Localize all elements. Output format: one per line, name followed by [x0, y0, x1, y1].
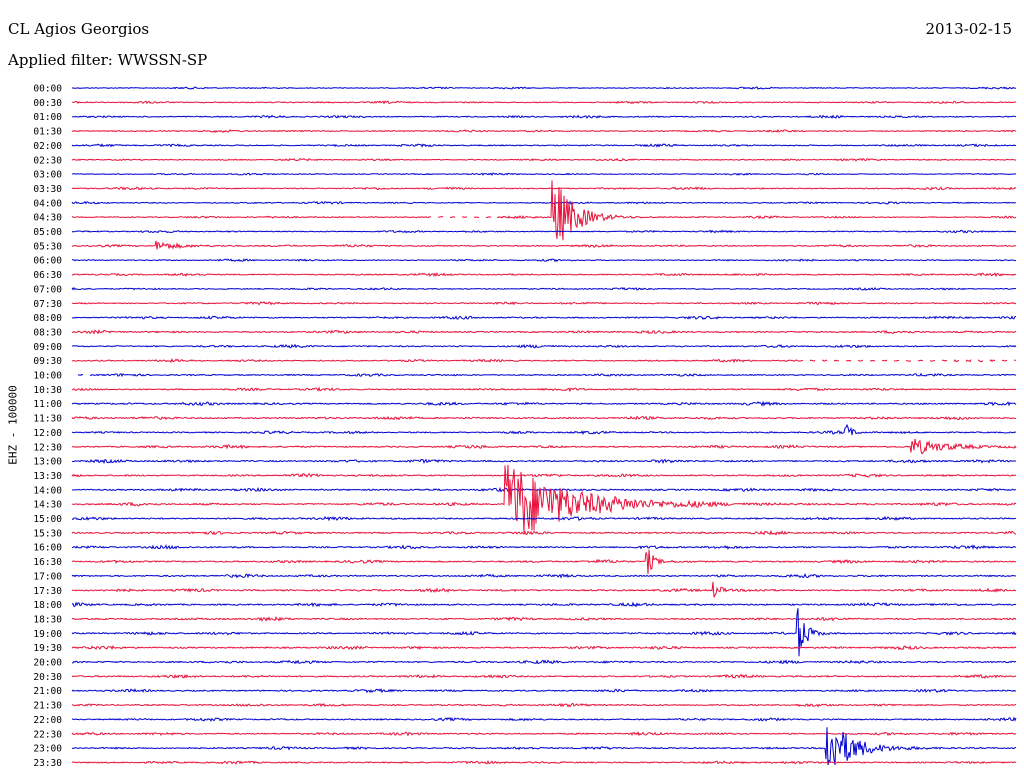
row-label: 02:00 — [33, 141, 62, 152]
trace-line — [71, 86, 1017, 90]
station-title: CL Agios Georgios — [8, 20, 150, 38]
trace-line — [71, 759, 1017, 765]
trace-line — [71, 200, 1017, 205]
row-label: 04:30 — [33, 213, 62, 224]
row-label: 03:30 — [33, 184, 62, 195]
trace-line — [71, 529, 1017, 536]
trace-line — [71, 240, 1017, 250]
trace-line — [71, 180, 1017, 241]
row-label: 11:30 — [33, 414, 62, 425]
trace-line — [71, 687, 1017, 694]
trace-line — [71, 601, 1017, 608]
row-label: 09:30 — [33, 356, 62, 367]
trace-line — [71, 702, 1017, 708]
row-label: 15:30 — [33, 528, 62, 539]
trace-line — [71, 616, 1017, 622]
row-label: 07:30 — [33, 299, 62, 310]
trace-line — [71, 438, 1017, 455]
row-label: 10:00 — [33, 371, 62, 382]
row-label: 13:00 — [33, 457, 62, 468]
trace-line — [71, 458, 1017, 465]
trace-line — [71, 544, 1017, 550]
trace-line — [71, 716, 1017, 722]
row-label: 15:00 — [33, 514, 62, 525]
row-label: 10:30 — [33, 385, 62, 396]
filter-label: Applied filter: WWSSN-SP — [8, 51, 208, 69]
row-label: 05:00 — [33, 227, 62, 238]
trace-line — [71, 645, 1017, 651]
row-label: 18:30 — [33, 614, 62, 625]
row-label: 02:30 — [33, 155, 62, 166]
row-label: 08:00 — [33, 313, 62, 324]
row-label: 04:00 — [33, 198, 62, 209]
row-label: 21:00 — [33, 686, 62, 697]
row-label: 18:00 — [33, 600, 62, 611]
trace-line — [71, 128, 1017, 134]
row-label: 12:00 — [33, 428, 62, 439]
trace-line — [71, 143, 1017, 148]
trace-line — [71, 608, 1017, 657]
date-label: 2013-02-15 — [925, 20, 1012, 38]
row-label: 19:00 — [33, 629, 62, 640]
trace-line — [71, 114, 1017, 119]
row-label: 00:30 — [33, 98, 62, 109]
trace-line — [71, 581, 1017, 598]
row-label: 22:30 — [33, 729, 62, 740]
trace-line — [72, 272, 1017, 278]
trace-line — [71, 229, 1017, 234]
trace-line — [71, 731, 1017, 737]
trace-line — [71, 673, 1017, 679]
trace-line — [71, 357, 1016, 364]
trace-line — [71, 415, 1017, 421]
row-label: 11:00 — [33, 399, 62, 410]
row-label: 21:30 — [33, 701, 62, 712]
row-label: 01:00 — [33, 112, 62, 123]
row-label: 05:30 — [33, 241, 62, 252]
row-label: 03:00 — [33, 170, 62, 181]
row-label: 14:00 — [33, 485, 62, 496]
trace-line — [71, 400, 1017, 407]
trace-line — [71, 186, 1017, 191]
trace-line — [71, 573, 1017, 579]
row-label: 20:30 — [33, 672, 62, 683]
trace-line — [71, 515, 1017, 522]
trace-line — [71, 464, 1017, 533]
row-label: 23:00 — [33, 744, 62, 755]
row-label: 13:30 — [33, 471, 62, 482]
row-label: 00:00 — [33, 84, 62, 95]
trace-line — [71, 172, 1017, 177]
row-label: 07:00 — [33, 284, 62, 295]
row-label: 17:30 — [33, 586, 62, 597]
row-label: 06:00 — [33, 256, 62, 267]
row-label: 20:00 — [33, 658, 62, 669]
row-label: 16:30 — [33, 557, 62, 568]
row-label: 09:00 — [33, 342, 62, 353]
row-label: 14:30 — [33, 500, 62, 511]
trace-line — [71, 100, 1016, 105]
trace-line — [71, 329, 1016, 335]
trace-line — [71, 386, 1017, 393]
trace-line — [72, 343, 1017, 349]
trace-line — [77, 372, 1017, 378]
row-label: 06:30 — [33, 270, 62, 281]
row-label: 22:00 — [33, 715, 62, 726]
trace-line — [71, 258, 1017, 263]
row-label: 01:30 — [33, 127, 62, 138]
trace-line — [72, 659, 1017, 665]
trace-line — [71, 157, 1017, 162]
trace-line — [71, 301, 1016, 306]
trace-line — [71, 727, 1017, 766]
row-label: 17:00 — [33, 571, 62, 582]
row-label: 12:30 — [33, 442, 62, 453]
trace-line — [71, 423, 1017, 436]
row-label: 23:30 — [33, 758, 62, 769]
trace-line — [71, 315, 1017, 320]
row-label: 08:30 — [33, 327, 62, 338]
row-label: 16:00 — [33, 543, 62, 554]
trace-line — [71, 472, 1017, 478]
trace-line — [71, 549, 1017, 575]
row-label: 19:30 — [33, 643, 62, 654]
trace-line — [71, 286, 1016, 291]
